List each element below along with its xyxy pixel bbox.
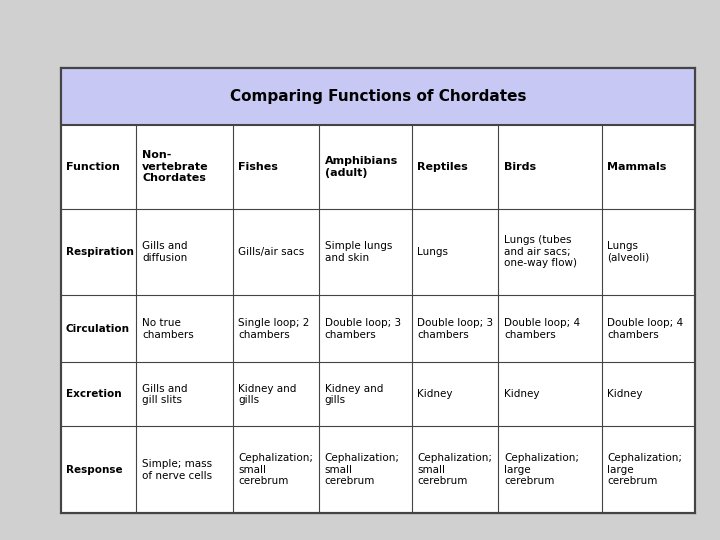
Text: Cephalization;
small
cerebrum: Cephalization; small cerebrum — [325, 453, 400, 487]
Text: Circulation: Circulation — [66, 323, 130, 334]
Text: Response: Response — [66, 465, 122, 475]
Text: Mammals: Mammals — [607, 162, 667, 172]
Text: Cephalization;
large
cerebrum: Cephalization; large cerebrum — [504, 453, 579, 487]
Text: Kidney: Kidney — [417, 389, 453, 400]
Text: Cephalization;
small
cerebrum: Cephalization; small cerebrum — [238, 453, 313, 487]
Text: Lungs: Lungs — [417, 247, 448, 257]
Text: Cephalization;
large
cerebrum: Cephalization; large cerebrum — [607, 453, 683, 487]
Text: Respiration: Respiration — [66, 247, 134, 257]
Text: Fishes: Fishes — [238, 162, 278, 172]
Text: Double loop; 4
chambers: Double loop; 4 chambers — [504, 318, 580, 340]
FancyBboxPatch shape — [61, 68, 695, 125]
Text: Simple lungs
and skin: Simple lungs and skin — [325, 241, 392, 262]
Text: Single loop; 2
chambers: Single loop; 2 chambers — [238, 318, 310, 340]
Text: No true
chambers: No true chambers — [142, 318, 194, 340]
Text: Gills/air sacs: Gills/air sacs — [238, 247, 305, 257]
Text: Double loop; 3
chambers: Double loop; 3 chambers — [325, 318, 400, 340]
Text: Cephalization;
small
cerebrum: Cephalization; small cerebrum — [417, 453, 492, 487]
Text: Gills and
diffusion: Gills and diffusion — [142, 241, 188, 262]
Text: Kidney: Kidney — [607, 389, 643, 400]
Text: Gills and
gill slits: Gills and gill slits — [142, 383, 188, 405]
Text: Excretion: Excretion — [66, 389, 122, 400]
Text: Non-
vertebrate
Chordates: Non- vertebrate Chordates — [142, 150, 209, 184]
Text: Reptiles: Reptiles — [417, 162, 468, 172]
Text: Lungs
(alveoli): Lungs (alveoli) — [607, 241, 649, 262]
Text: Amphibians
(adult): Amphibians (adult) — [325, 156, 397, 178]
Text: Function: Function — [66, 162, 120, 172]
Text: Comparing Functions of Chordates: Comparing Functions of Chordates — [230, 89, 526, 104]
Text: Simple; mass
of nerve cells: Simple; mass of nerve cells — [142, 459, 212, 481]
Text: Kidney: Kidney — [504, 389, 540, 400]
Text: Lungs (tubes
and air sacs;
one-way flow): Lungs (tubes and air sacs; one-way flow) — [504, 235, 577, 268]
Text: Kidney and
gills: Kidney and gills — [238, 383, 297, 405]
Text: Birds: Birds — [504, 162, 536, 172]
Text: Kidney and
gills: Kidney and gills — [325, 383, 383, 405]
Text: Double loop; 3
chambers: Double loop; 3 chambers — [417, 318, 493, 340]
Text: Double loop; 4
chambers: Double loop; 4 chambers — [607, 318, 683, 340]
FancyBboxPatch shape — [61, 68, 695, 513]
